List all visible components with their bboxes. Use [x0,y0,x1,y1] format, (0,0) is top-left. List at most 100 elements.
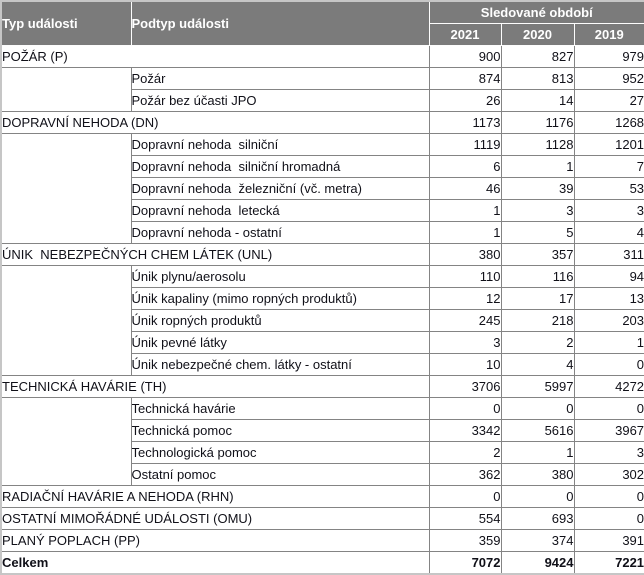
category-year-value: 359 [428,529,502,552]
subtype-year-value: 3342 [428,419,502,442]
subtype-label: Technologická pomoc [130,441,430,464]
category-label: ÚNIK NEBEZPEČNÝCH CHEM LÁTEK (UNL) [0,243,430,266]
category-row: RADIAČNÍ HAVÁRIE A NEHODA (RHN) 0 0 0 [0,485,644,508]
subtype-year-value: 39 [500,177,575,200]
subtype-year-value: 4 [573,221,644,244]
subtype-year-value: 0 [428,397,502,420]
header-row-2: 2021 2020 2019 [1,23,644,46]
subtype-year-value: 1 [500,441,575,464]
category-row: DOPRAVNÍ NEHODA (DN) 1173 1176 1268 [0,111,644,134]
subtype-label: Dopravní nehoda silniční hromadná [130,155,430,178]
total-value-2019: 7221 [573,551,644,575]
category-year-value: 827 [500,45,575,68]
subtype-year-value: 380 [500,463,575,486]
category-row: OSTATNÍ MIMOŘÁDNÉ UDÁLOSTI (OMU) 554 693 0 [0,507,644,530]
type-spacer-cell [0,133,132,244]
subtype-row: Dopravní nehoda železniční (vč. metra) 46… [1,177,644,200]
subtype-label: Ostatní pomoc [130,463,430,486]
subtype-label: Únik kapaliny (mimo ropných produktů) [130,287,430,310]
subtype-year-value: 3 [500,199,575,222]
category-year-value: 380 [428,243,502,266]
subtype-label: Technická havárie [130,397,430,420]
subtype-row: Únik plynu/aerosolu 110 116 94 [0,265,644,376]
subtype-year-value: 2 [428,441,502,464]
subtype-year-value: 245 [428,309,502,332]
subtype-label: Požár [130,67,430,90]
subtype-year-value: 1 [428,221,502,244]
subtype-row: Únik pevné látky 3 2 1 [1,331,644,354]
total-value-2020: 9424 [500,551,575,575]
category-row: ÚNIK NEBEZPEČNÝCH CHEM LÁTEK (UNL) 380 357… [0,243,644,266]
subtype-year-value: 1119 [428,133,502,156]
table-footer: Celkem 7072 9424 7221 [0,551,644,575]
subtype-year-value: 2 [500,331,575,354]
category-year-value: 391 [573,529,644,552]
subtype-year-value: 6 [428,155,502,178]
subtype-year-value: 0 [573,353,644,376]
type-spacer-cell [0,67,132,112]
subtype-row: Požár 874 813 952 [0,67,644,112]
category-year-value: 1176 [500,111,575,134]
category-year-value: 311 [573,243,644,266]
category-label: DOPRAVNÍ NEHODA (DN) [0,111,430,134]
subtype-year-value: 7 [573,155,644,178]
subtype-year-value: 27 [573,89,644,112]
subtype-year-value: 203 [573,309,644,332]
subtype-row: Dopravní nehoda - ostatní 1 5 4 [1,221,644,244]
subtype-year-value: 1 [573,331,644,354]
column-header-year-2019: 2019 [573,23,644,46]
subtype-label: Dopravní nehoda silniční [130,133,430,156]
type-spacer-cell [0,265,132,376]
subtype-year-value: 3967 [573,419,644,442]
category-label: PLANÝ POPLACH (PP) [0,529,430,552]
subtype-row: Technologická pomoc 2 1 3 [1,441,644,464]
column-header-event-subtype: Podtyp události [130,0,430,46]
subtype-row: Dopravní nehoda letecká 1 3 3 [1,199,644,222]
category-year-value: 4272 [573,375,644,398]
category-year-value: 0 [500,485,575,508]
subtype-label: Dopravní nehoda letecká [130,199,430,222]
category-label: OSTATNÍ MIMOŘÁDNÉ UDÁLOSTI (OMU) [0,507,430,530]
subtype-label: Požár bez účasti JPO [130,89,430,112]
subtype-year-value: 3 [573,199,644,222]
table-header: Typ události Podtyp události Sledované o… [0,0,644,46]
category-row: POŽÁR (P) 900 827 979 [0,45,644,68]
subtype-year-value: 3 [573,441,644,464]
category-year-value: 693 [500,507,575,530]
subtype-row: Únik ropných produktů 245 218 203 [1,309,644,332]
category-year-value: 0 [428,485,502,508]
subtype-label: Dopravní nehoda železniční (vč. metra) [130,177,430,200]
category-year-value: 979 [573,45,644,68]
header-row-1: Typ události Podtyp události Sledované o… [0,0,644,46]
column-header-period: Sledované období [428,0,644,24]
subtype-year-value: 12 [428,287,502,310]
column-header-year-2020: 2020 [500,23,575,46]
subtype-row: Dopravní nehoda silniční hromadná 6 1 7 [1,155,644,178]
subtype-year-value: 1201 [573,133,644,156]
subtype-year-value: 0 [500,397,575,420]
subtype-year-value: 0 [573,397,644,420]
subtype-year-value: 1 [428,199,502,222]
subtype-year-value: 4 [500,353,575,376]
subtype-year-value: 116 [500,265,575,288]
subtype-year-value: 110 [428,265,502,288]
subtype-row: Technická havárie 0 0 0 [0,397,644,486]
category-year-value: 357 [500,243,575,266]
subtype-year-value: 94 [573,265,644,288]
subtype-year-value: 5616 [500,419,575,442]
category-label: POŽÁR (P) [0,45,430,68]
total-value-2021: 7072 [428,551,502,575]
subtype-year-value: 10 [428,353,502,376]
column-header-year-2021: 2021 [428,23,502,46]
subtype-year-value: 13 [573,287,644,310]
subtype-year-value: 14 [500,89,575,112]
subtype-row: Ostatní pomoc 362 380 302 [1,463,644,486]
subtype-year-value: 302 [573,463,644,486]
subtype-label: Únik ropných produktů [130,309,430,332]
subtype-year-value: 53 [573,177,644,200]
subtype-year-value: 1128 [500,133,575,156]
category-year-value: 5997 [500,375,575,398]
category-year-value: 3706 [428,375,502,398]
type-spacer-cell [0,397,132,486]
